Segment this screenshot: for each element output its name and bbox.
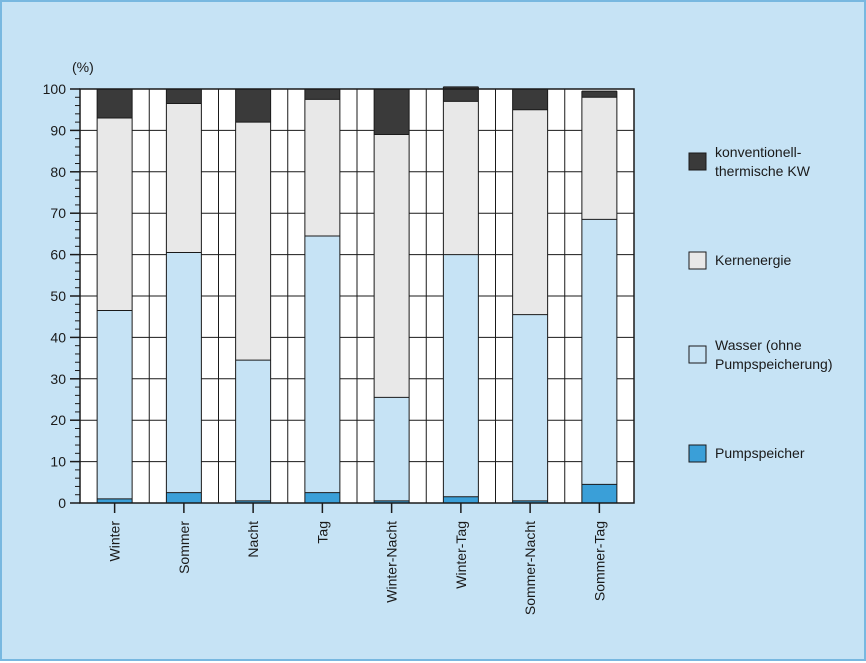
x-tick-label: Sommer — [176, 521, 192, 574]
legend-swatch — [688, 444, 707, 463]
bar-segment — [443, 254, 479, 497]
bar-segment — [581, 484, 617, 503]
x-tick-label: Winter-Nacht — [384, 521, 400, 603]
legend-swatch — [688, 251, 707, 270]
x-tick-label: Sommer-Tag — [591, 521, 607, 601]
bar-segment — [443, 101, 479, 255]
legend-label: Kernenergie — [715, 252, 791, 268]
y-axis: 0 10 20 30 40 50 60 70 80 90 100 — [43, 81, 635, 513]
plot-background — [79, 88, 635, 504]
x-tick-label: Nacht — [245, 521, 261, 558]
bar-segment — [235, 360, 271, 501]
y-tick-label: 50 — [50, 288, 66, 304]
x-tick-label: Sommer-Nacht — [522, 521, 538, 615]
y-tick-label: 10 — [50, 454, 66, 470]
bar-segment — [374, 134, 410, 398]
bar-segment — [512, 500, 548, 503]
bar-segment — [581, 91, 617, 98]
y-unit-label: (%) — [72, 59, 94, 75]
bars — [96, 86, 618, 503]
legend-item: Pumpspeicher — [688, 444, 805, 463]
bar-segment — [304, 89, 340, 100]
legend-item: konventionell-thermische KW — [688, 144, 811, 179]
y-tick-label: 90 — [50, 122, 66, 138]
y-tick-label: 70 — [50, 205, 66, 221]
bar-segment — [374, 397, 410, 501]
bar-segment — [235, 122, 271, 361]
bar-segment — [374, 89, 410, 135]
y-tick-label: 30 — [50, 371, 66, 387]
bar-segment — [581, 219, 617, 485]
legend-label: thermische KW — [715, 163, 811, 179]
bar-segment — [97, 310, 133, 499]
legend-label: konventionell- — [715, 144, 802, 160]
bar-segment — [97, 498, 133, 503]
x-tick-label: Tag — [314, 521, 330, 544]
bar-segment — [512, 89, 548, 110]
bar-segment — [235, 500, 271, 503]
y-tick-label: 100 — [43, 81, 67, 97]
legend: konventionell-thermische KW Kernenergie Wa… — [688, 144, 833, 463]
bar-segment — [304, 492, 340, 503]
legend-label: Pumpspeicherung) — [715, 356, 833, 372]
bar-segment — [166, 252, 202, 493]
x-tick-label: Winter-Tag — [453, 521, 469, 589]
legend-label: Wasser (ohne — [715, 337, 802, 353]
bar-segment — [581, 97, 617, 220]
bar-segment — [166, 89, 202, 104]
bar-segment — [304, 99, 340, 236]
legend-swatch — [688, 152, 707, 171]
bar-segment — [166, 103, 202, 253]
legend-item: Wasser (ohne Pumpspeicherung) — [688, 337, 833, 372]
y-tick-label: 0 — [58, 495, 66, 511]
y-tick-label: 60 — [50, 247, 66, 263]
x-tick-label: Winter — [107, 521, 123, 562]
bar-segment — [512, 109, 548, 315]
bar-segment — [304, 235, 340, 493]
y-tick-label: 80 — [50, 164, 66, 180]
y-tick-label: 40 — [50, 329, 66, 345]
bar-segment — [97, 117, 133, 311]
bar-segment — [235, 89, 271, 123]
bar-segment — [443, 496, 479, 503]
legend-swatch — [688, 345, 707, 364]
legend-item: Kernenergie — [688, 251, 791, 270]
bar-segment — [97, 89, 133, 118]
bar-segment — [166, 492, 202, 503]
bar-segment — [512, 314, 548, 501]
y-tick-label: 20 — [50, 412, 66, 428]
bar-segment — [443, 86, 479, 102]
x-axis-labels: Winter Sommer Nacht Tag Winter-Nacht Winter-T… — [107, 521, 608, 615]
legend-label: Pumpspeicher — [715, 445, 805, 461]
bar-segment — [374, 500, 410, 503]
